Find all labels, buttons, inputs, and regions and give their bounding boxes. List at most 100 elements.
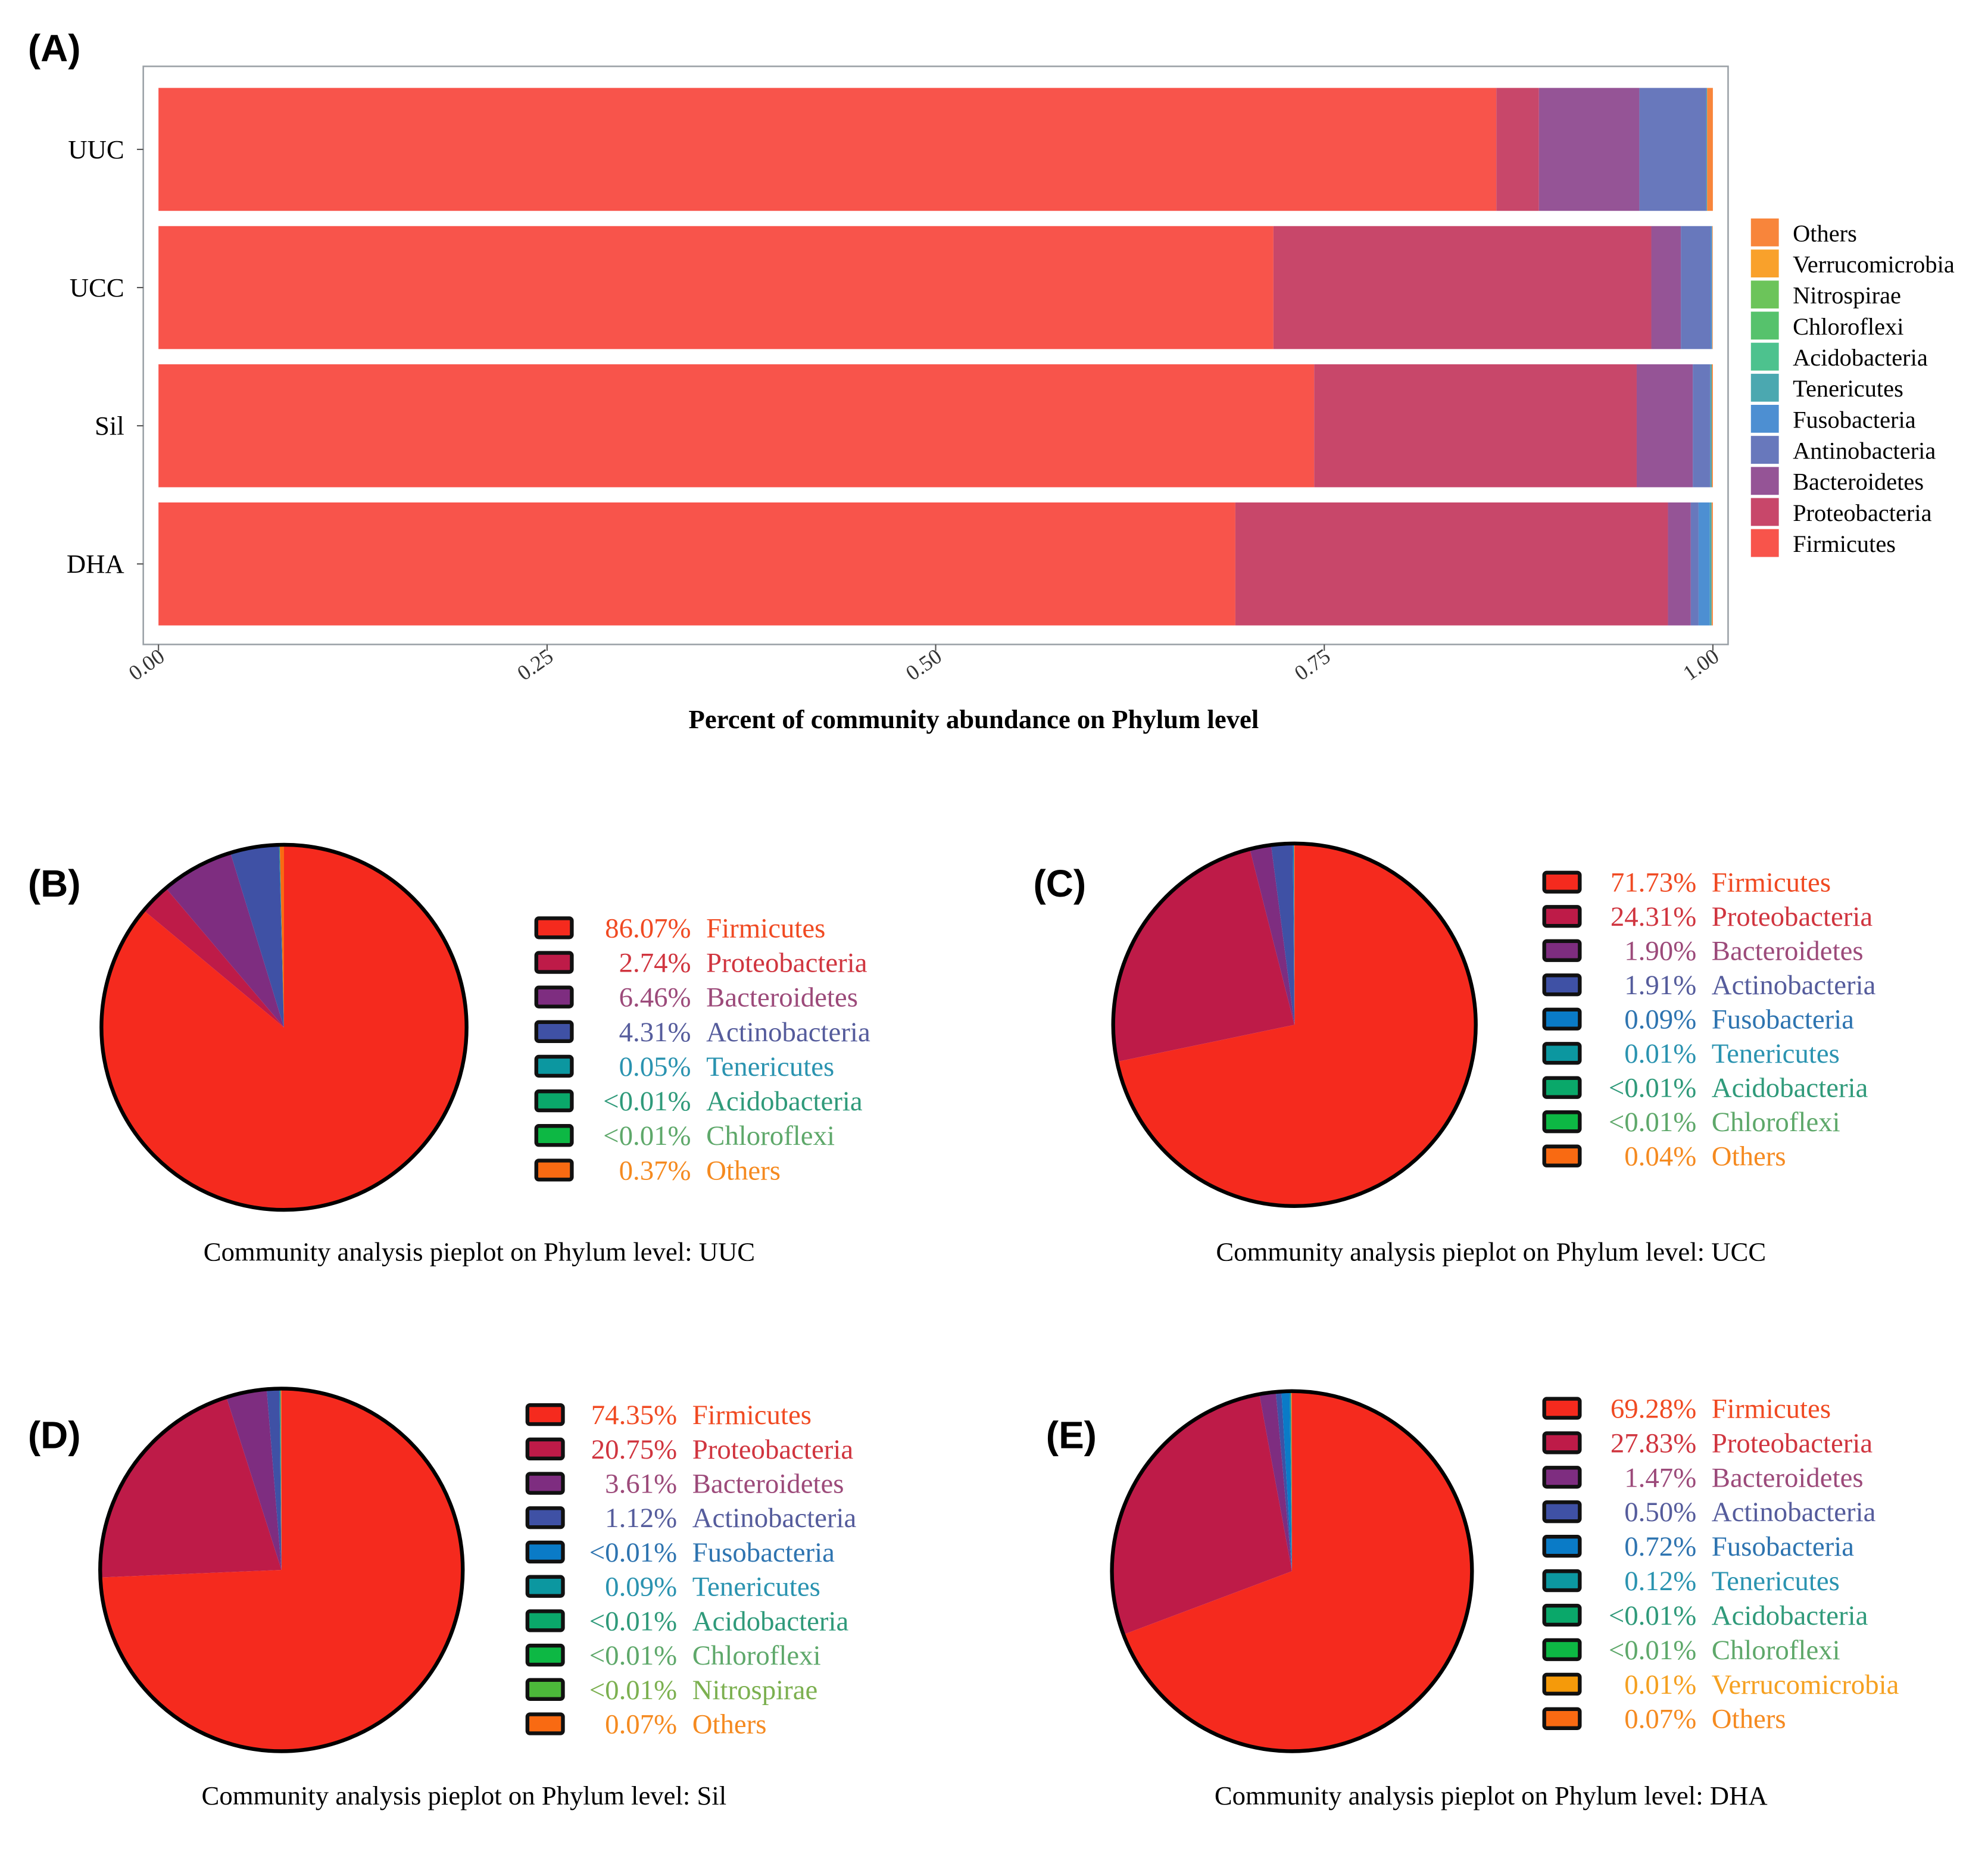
legend-label-proteobacteria: Proteobacteria	[1793, 499, 1932, 526]
legend-swatch-nitrospirae	[525, 1678, 565, 1701]
legend-swatch-others	[1750, 218, 1779, 246]
pie-slice-acidobacteria	[279, 845, 284, 1028]
legend-swatch-bacteroidetes	[1542, 939, 1582, 962]
pie-slice-fusobacteria	[1281, 1391, 1292, 1572]
legend-label-antinobacteria: Antinobacteria	[1793, 438, 1936, 464]
legend-percent: 4.31%	[619, 1017, 691, 1048]
legend-name: Firmicutes	[692, 1400, 812, 1431]
legend-swatch-chloroflexi	[1542, 1638, 1582, 1662]
legend-percent: 0.04%	[1624, 1141, 1696, 1172]
bar-segment-dha-fusobacteria	[1698, 502, 1710, 626]
legend-name: Proteobacteria	[706, 948, 867, 979]
legend-swatch-chloroflexi	[1542, 1110, 1582, 1134]
pie-slice-firmicutes	[1117, 843, 1476, 1206]
x-tick-label: 1.00	[1678, 644, 1723, 685]
y-tick-label: UUC	[68, 135, 124, 164]
legend-name: Fusobacteria	[1712, 1531, 1854, 1562]
legend-label-bacteroidetes: Bacteroidetes	[1793, 469, 1924, 495]
legend-name: Tenericutes	[1712, 1038, 1840, 1069]
pie-caption: Community analysis pieplot on Phylum lev…	[1216, 1237, 1766, 1266]
pie-slice-bacteroidetes	[166, 853, 284, 1028]
legend-swatch-proteobacteria	[1542, 1431, 1582, 1454]
panel-label: (B)	[28, 862, 81, 905]
legend-name: Actinobacteria	[692, 1503, 857, 1534]
pie-slice-actinobacteria	[230, 845, 284, 1028]
legend-swatch-actinobacteria	[1542, 1500, 1582, 1523]
legend-swatch-tenericutes	[1542, 1569, 1582, 1593]
bar-segment-uuc-antinobacteria	[1639, 88, 1706, 211]
bar-segment-uuc-proteobacteria	[1496, 88, 1539, 211]
legend-swatch-bacteroidetes	[1750, 467, 1779, 495]
bar-segment-ucc-firmicutes	[158, 226, 1274, 349]
legend-swatch-nitrospirae	[1750, 280, 1779, 309]
legend-swatch-proteobacteria	[525, 1437, 565, 1461]
legend-percent: 6.46%	[619, 982, 691, 1013]
pie-slice-proteobacteria	[100, 1397, 282, 1578]
legend-percent: 0.01%	[1624, 1669, 1696, 1700]
legend-swatch-others	[1542, 1144, 1582, 1167]
legend-swatch-tenericutes	[525, 1575, 565, 1598]
legend-percent: 0.01%	[1624, 1038, 1696, 1069]
legend-swatch-fusobacteria	[1542, 1007, 1582, 1031]
legend-swatch-acidobacteria	[534, 1089, 574, 1113]
bar-segment-dha-proteobacteria	[1235, 502, 1668, 626]
legend-swatch-actinobacteria	[534, 1020, 574, 1043]
legend-label-tenericutes: Tenericutes	[1793, 375, 1903, 402]
legend-percent: 0.07%	[1624, 1704, 1696, 1735]
legend-name: Firmicutes	[706, 913, 825, 944]
bar-segment-sil-tenericutes	[1710, 364, 1712, 488]
legend-swatch-bacteroidetes	[525, 1472, 565, 1495]
legend-name: Fusobacteria	[1712, 1004, 1854, 1035]
pie-slice-bacteroidetes	[1259, 1391, 1292, 1572]
legend-name: Proteobacteria	[1712, 1428, 1873, 1459]
legend-name: Actinobacteria	[1712, 970, 1876, 1001]
legend-percent: 3.61%	[605, 1469, 677, 1500]
legend-swatch-firmicutes	[1542, 870, 1582, 894]
legend-swatch-firmicutes	[525, 1403, 565, 1426]
pie-caption: Community analysis pieplot on Phylum lev…	[1215, 1781, 1768, 1810]
legend-swatch-fusobacteria	[1542, 1535, 1582, 1558]
legend-name: Acidobacteria	[1712, 1600, 1868, 1631]
bar-segment-dha-firmicutes	[158, 502, 1235, 626]
legend-percent: 0.37%	[619, 1155, 691, 1186]
pie-panel-e: (E) 69.28% Firmicutes 27.83% Proteobacteria 1…	[1046, 1389, 1899, 1810]
bar-segment-dha-bacteroidetes	[1668, 502, 1691, 626]
legend-name: Bacteroidetes	[706, 982, 858, 1013]
legend-name: Bacteroidetes	[1712, 1462, 1864, 1493]
legend-name: Tenericutes	[706, 1051, 834, 1082]
legend-percent: <0.01%	[1609, 1073, 1696, 1104]
legend-swatch-bacteroidetes	[1542, 1466, 1582, 1489]
bar-segment-sil-firmicutes	[158, 364, 1315, 488]
legend-name: Others	[692, 1709, 767, 1740]
x-tick-label: 0.25	[513, 644, 557, 685]
legend-label-nitrospirae: Nitrospirae	[1793, 282, 1901, 309]
legend-label-acidobacteria: Acidobacteria	[1793, 344, 1928, 371]
legend-label-firmicutes: Firmicutes	[1793, 530, 1896, 557]
legend-percent: 86.07%	[605, 913, 691, 944]
legend-swatch-firmicutes	[1542, 1397, 1582, 1420]
pie-outline	[1110, 1389, 1474, 1753]
legend-label-chloroflexi: Chloroflexi	[1793, 313, 1903, 340]
legend-percent: 27.83%	[1611, 1428, 1696, 1459]
bar-segment-ucc-antinobacteria	[1681, 226, 1711, 349]
bar-segment-ucc-fusobacteria	[1710, 226, 1712, 349]
bar-segment-uuc-firmicutes	[158, 88, 1497, 211]
pie-outline	[1111, 841, 1478, 1209]
legend-name: Chloroflexi	[1712, 1635, 1840, 1666]
legend-swatch-verrucomicrobia	[1750, 249, 1779, 278]
pie-panels: (B) 86.07% Firmicutes 2.74% Proteobacteria 6.…	[28, 841, 1899, 1810]
legend-percent: <0.01%	[589, 1675, 677, 1706]
legend-swatch-tenericutes	[534, 1054, 574, 1078]
legend-percent: 69.28%	[1611, 1393, 1696, 1424]
legend-name: Firmicutes	[1712, 867, 1831, 898]
legend-swatch-others	[525, 1712, 565, 1735]
pie-panel-b: (B) 86.07% Firmicutes 2.74% Proteobacteria 6.…	[28, 842, 870, 1266]
legend-percent: <0.01%	[1609, 1600, 1696, 1631]
legend-percent: 0.09%	[605, 1572, 677, 1603]
legend-swatch-chloroflexi	[534, 1124, 574, 1147]
legend-swatch-fusobacteria	[1750, 405, 1779, 433]
pie-caption: Community analysis pieplot on Phylum lev…	[204, 1237, 755, 1266]
legend-swatch-firmicutes	[534, 916, 574, 939]
legend-swatch-tenericutes	[1542, 1042, 1582, 1065]
legend-label-fusobacteria: Fusobacteria	[1793, 406, 1916, 433]
